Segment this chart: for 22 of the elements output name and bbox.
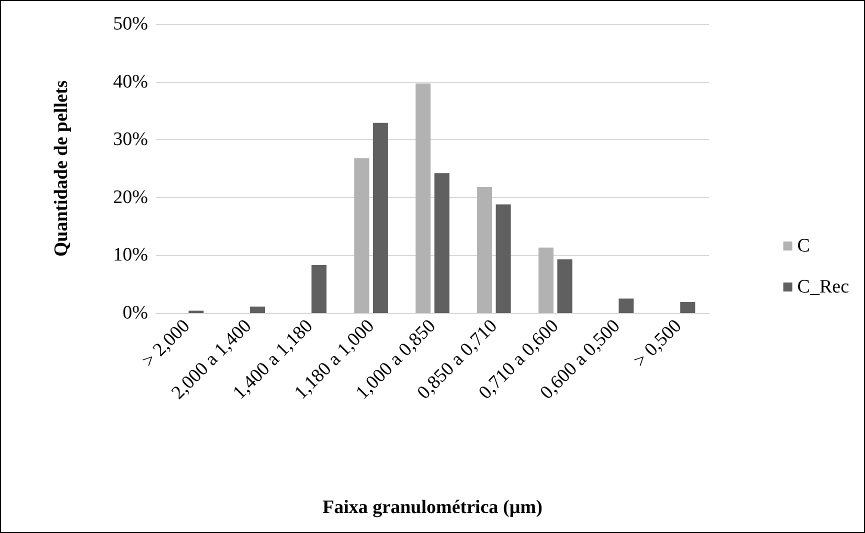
x-axis-title: Faixa granulométrica (µm) xyxy=(322,497,542,518)
y-axis-title: Quantidade de pellets xyxy=(51,80,72,257)
bar xyxy=(477,186,492,313)
bar xyxy=(618,298,634,313)
bar xyxy=(496,204,511,313)
legend-label: C_Rec xyxy=(797,276,850,298)
bar xyxy=(372,122,388,313)
y-tick-label: 40% xyxy=(113,71,148,92)
bar xyxy=(354,158,370,313)
bar xyxy=(434,173,450,313)
bar xyxy=(416,84,431,313)
bar xyxy=(250,306,266,313)
bar xyxy=(311,265,327,313)
y-tick-label: 20% xyxy=(113,186,148,208)
bar xyxy=(557,259,572,313)
y-tick-label: 30% xyxy=(113,129,148,150)
legend-label: C xyxy=(797,236,810,256)
y-tick-label: 50% xyxy=(113,14,148,34)
y-tick-label: 10% xyxy=(113,244,148,266)
y-tick-label: 0% xyxy=(122,302,148,324)
bar xyxy=(680,302,696,313)
bar xyxy=(538,248,554,313)
